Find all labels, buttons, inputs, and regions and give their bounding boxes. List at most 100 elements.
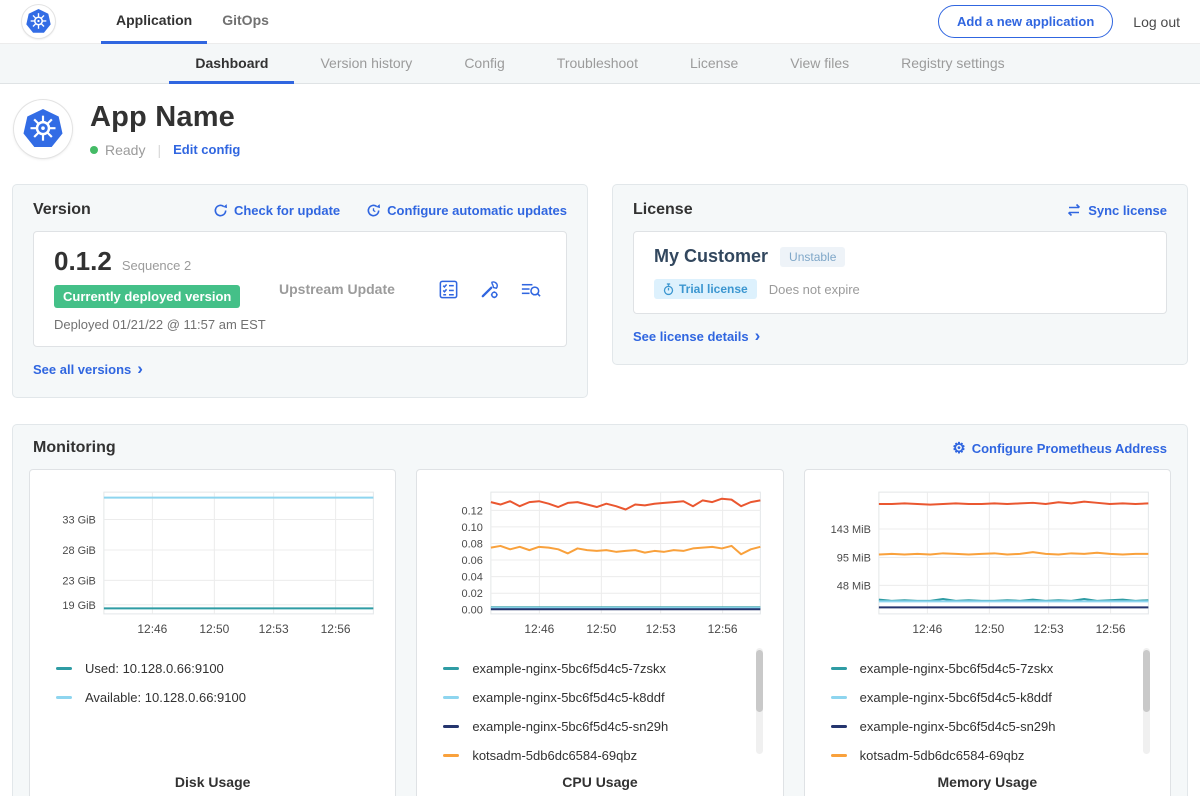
monitoring-title: Monitoring xyxy=(33,439,116,457)
configure-automatic-updates-link[interactable]: Configure automatic updates xyxy=(366,203,567,218)
svg-text:143 MiB: 143 MiB xyxy=(830,524,870,536)
svg-text:12:53: 12:53 xyxy=(646,622,676,636)
scrollbar-thumb[interactable] xyxy=(756,650,763,712)
legend-item: example-nginx-5bc6f5d4c5-sn29h xyxy=(443,712,772,741)
preflight-checks-icon[interactable] xyxy=(437,278,460,301)
deployed-version-badge: Currently deployed version xyxy=(54,285,240,308)
svg-text:95 MiB: 95 MiB xyxy=(836,552,870,564)
svg-text:0.02: 0.02 xyxy=(462,588,483,600)
chart-title: CPU Usage xyxy=(427,774,772,794)
sync-license-link[interactable]: Sync license xyxy=(1066,203,1167,218)
app-sub-nav: Dashboard Version history Config Trouble… xyxy=(0,44,1200,84)
memory-usage-chart-card: 48 MiB95 MiB143 MiB12:4612:5012:5312:56 … xyxy=(804,469,1171,796)
legend-label: example-nginx-5bc6f5d4c5-sn29h xyxy=(472,719,668,734)
legend-scrollbar[interactable] xyxy=(756,648,763,754)
legend-scrollbar[interactable] xyxy=(1143,648,1150,754)
svg-text:33 GiB: 33 GiB xyxy=(62,515,96,527)
current-version-card: 0.1.2 Sequence 2 Currently deployed vers… xyxy=(33,231,567,347)
customer-name: My Customer xyxy=(654,246,768,267)
legend-label: example-nginx-5bc6f5d4c5-k8ddf xyxy=(860,690,1052,705)
legend-item: example-nginx-5bc6f5d4c5-sn29h xyxy=(831,712,1160,741)
tab-registry-settings[interactable]: Registry settings xyxy=(875,44,1030,84)
legend-dash-icon xyxy=(831,754,847,757)
cpu-usage-plot: 0.000.020.040.060.080.100.1212:4612:5012… xyxy=(427,480,772,644)
legend-label: kotsadm-5db6dc6584-69qbz xyxy=(472,748,637,763)
legend-dash-icon xyxy=(443,696,459,699)
tab-dashboard[interactable]: Dashboard xyxy=(169,44,294,84)
tab-view-files[interactable]: View files xyxy=(764,44,875,84)
chart-title: Memory Usage xyxy=(815,774,1160,794)
license-expiry: Does not expire xyxy=(769,282,860,297)
svg-text:12:56: 12:56 xyxy=(708,622,738,636)
legend-dash-icon xyxy=(56,667,72,670)
edit-config-link[interactable]: Edit config xyxy=(173,142,240,157)
svg-text:23 GiB: 23 GiB xyxy=(62,575,96,587)
svg-text:12:56: 12:56 xyxy=(321,622,351,636)
scrollbar-thumb[interactable] xyxy=(1143,650,1150,712)
deployed-timestamp: Deployed 01/21/22 @ 11:57 am EST xyxy=(54,317,279,332)
svg-text:12:50: 12:50 xyxy=(199,622,229,636)
legend-label: example-nginx-5bc6f5d4c5-sn29h xyxy=(860,719,1056,734)
divider: | xyxy=(157,142,161,158)
top-nav-right: Add a new application Log out xyxy=(938,5,1180,38)
legend-dash-icon xyxy=(443,754,459,757)
tab-troubleshoot[interactable]: Troubleshoot xyxy=(531,44,664,84)
legend-item: kotsadm-5db6dc6584-69qbz xyxy=(443,741,772,766)
svg-text:0.06: 0.06 xyxy=(462,555,483,567)
disk-usage-plot: 19 GiB23 GiB28 GiB33 GiB12:4612:5012:531… xyxy=(40,480,385,644)
svg-text:0.10: 0.10 xyxy=(462,522,483,534)
legend-dash-icon xyxy=(56,696,72,699)
svg-text:0.04: 0.04 xyxy=(462,572,483,584)
cpu-usage-chart-card: 0.000.020.040.060.080.100.1212:4612:5012… xyxy=(416,469,783,796)
configure-prometheus-link[interactable]: ⚙ Configure Prometheus Address xyxy=(952,441,1167,456)
charts-grid: 19 GiB23 GiB28 GiB33 GiB12:4612:5012:531… xyxy=(29,469,1171,796)
svg-text:12:46: 12:46 xyxy=(912,622,942,636)
svg-text:0.12: 0.12 xyxy=(462,505,483,517)
see-license-details-link[interactable]: See license details › xyxy=(633,328,760,345)
memory-usage-plot: 48 MiB95 MiB143 MiB12:4612:5012:5312:56 xyxy=(815,480,1160,644)
legend-label: example-nginx-5bc6f5d4c5-k8ddf xyxy=(472,690,664,705)
svg-text:12:50: 12:50 xyxy=(974,622,1004,636)
legend-item: example-nginx-5bc6f5d4c5-7zskx xyxy=(831,654,1160,683)
status-dot xyxy=(90,146,98,154)
gear-icon: ⚙ xyxy=(952,441,965,456)
license-details-card: My Customer Unstable Trial license Does … xyxy=(633,231,1167,314)
legend-item: example-nginx-5bc6f5d4c5-7zskx xyxy=(443,654,772,683)
legend-dash-icon xyxy=(443,725,459,728)
legend-dash-icon xyxy=(831,696,847,699)
chevron-right-icon: › xyxy=(755,327,761,344)
sync-icon xyxy=(1066,203,1082,217)
tab-config[interactable]: Config xyxy=(438,44,530,84)
memory-usage-legend: example-nginx-5bc6f5d4c5-7zskx example-ng… xyxy=(815,644,1160,766)
channel-badge: Unstable xyxy=(780,247,845,267)
svg-text:0.00: 0.00 xyxy=(462,605,483,617)
svg-text:12:53: 12:53 xyxy=(259,622,289,636)
chart-title: Disk Usage xyxy=(40,774,385,794)
schedule-update-icon xyxy=(366,203,381,218)
config-wrench-icon[interactable] xyxy=(478,278,501,301)
top-nav-tabs: Application GitOps xyxy=(101,0,284,44)
view-diff-icon[interactable] xyxy=(519,278,542,301)
disk-usage-chart-card: 19 GiB23 GiB28 GiB33 GiB12:4612:5012:531… xyxy=(29,469,396,796)
logout-link[interactable]: Log out xyxy=(1133,14,1180,30)
check-for-update-link[interactable]: Check for update xyxy=(213,203,340,218)
nav-tab-gitops[interactable]: GitOps xyxy=(207,0,284,44)
refresh-icon xyxy=(213,203,228,218)
license-card-title: License xyxy=(633,201,693,219)
disk-usage-legend: Used: 10.128.0.66:9100Available: 10.128.… xyxy=(40,644,385,766)
app-header: App Name Ready | Edit config xyxy=(0,84,1200,174)
tab-license[interactable]: License xyxy=(664,44,764,84)
add-application-button[interactable]: Add a new application xyxy=(938,5,1113,38)
svg-text:19 GiB: 19 GiB xyxy=(62,600,96,612)
license-card: License Sync license My Customer Unstabl… xyxy=(612,184,1188,365)
update-type-label: Upstream Update xyxy=(279,281,437,297)
version-number: 0.1.2 xyxy=(54,246,112,277)
legend-dash-icon xyxy=(831,725,847,728)
tab-version-history[interactable]: Version history xyxy=(294,44,438,84)
kubernetes-logo-icon xyxy=(22,5,55,38)
nav-tab-application[interactable]: Application xyxy=(101,0,207,44)
kots-dashboard-page: Application GitOps Add a new application… xyxy=(0,0,1200,796)
trial-license-badge: Trial license xyxy=(654,279,757,299)
chevron-right-icon: › xyxy=(137,360,143,377)
see-all-versions-link[interactable]: See all versions › xyxy=(33,361,143,378)
